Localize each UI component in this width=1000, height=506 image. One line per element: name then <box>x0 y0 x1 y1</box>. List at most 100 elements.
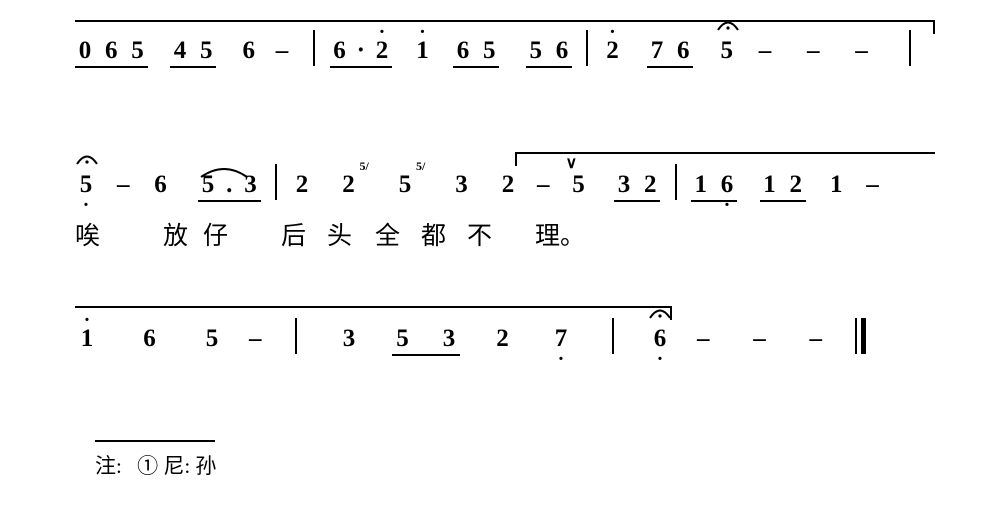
note-group: 5 5/ <box>394 171 416 199</box>
lyric: 后 <box>281 216 306 252</box>
ornament-sup: 5/ <box>360 159 369 174</box>
barline <box>275 164 277 200</box>
note: 2 <box>338 171 360 199</box>
notes-row: 5 – 6 5 . 3 2 2 5/ 5 5/ <box>75 164 945 200</box>
note: 1 <box>826 171 846 199</box>
note: 6 <box>239 37 259 65</box>
note: 3 <box>438 325 460 353</box>
note-group: 5 3 <box>392 325 461 353</box>
note: 1 <box>413 37 433 65</box>
lyric: 放 <box>163 216 188 252</box>
note: 5 <box>526 37 546 65</box>
note: 6 <box>150 171 172 199</box>
note-group: 6 · 2 <box>330 37 393 65</box>
note: 2 <box>291 171 313 199</box>
note: 7 <box>549 325 573 353</box>
note-group: 3 2 <box>614 171 660 199</box>
breath-mark: ∨ <box>566 153 578 173</box>
note: 6 <box>648 325 672 353</box>
note-group: 6 <box>648 325 672 353</box>
lyric: 全 <box>375 216 400 252</box>
note: 6 <box>330 37 350 65</box>
barline <box>612 318 614 354</box>
note: 5 <box>200 325 224 353</box>
footnote-text: ① 尼: 孙 <box>137 454 216 478</box>
note: 5 <box>392 325 414 353</box>
note: 1 <box>75 325 99 353</box>
note: 1 <box>760 171 780 199</box>
note: 5 <box>479 37 499 65</box>
note: 2 <box>786 171 806 199</box>
dash: – <box>230 325 280 353</box>
dash: – <box>678 325 728 353</box>
note: 5 <box>198 171 218 199</box>
ornament-sup: 5/ <box>416 159 425 174</box>
staff-line-1: 0 6 5 4 5 6 – 6 · 2 1 6 5 <box>75 30 945 106</box>
lyric: 都 <box>421 216 446 252</box>
note: 1 <box>691 171 711 199</box>
note-group: 6 5 <box>453 37 499 65</box>
note: 6 <box>673 37 693 65</box>
dash: – <box>744 37 786 65</box>
note: 5 <box>394 171 416 199</box>
lyric: 唉 <box>75 216 100 252</box>
dot: . <box>224 171 234 199</box>
barline <box>295 318 297 354</box>
lyric: 仔 <box>203 216 228 252</box>
note: 7 <box>647 37 667 65</box>
dash: – <box>853 171 893 199</box>
note-group: 2 5/ <box>338 171 360 199</box>
fermata-icon <box>75 153 97 170</box>
dot: · <box>356 37 366 65</box>
note: 2 <box>497 171 519 199</box>
note-group: 4 5 <box>170 37 216 65</box>
dash: – <box>525 171 561 199</box>
note: 2 <box>491 325 515 353</box>
note-group: 1 2 <box>760 171 806 199</box>
note: 5 <box>128 37 148 65</box>
note: 6 <box>453 37 473 65</box>
note: 3 <box>337 325 361 353</box>
note-group: 5 . 3 <box>198 171 261 199</box>
lyric: 不 <box>467 216 492 252</box>
footnote: 注: ① 尼: 孙 <box>95 440 216 480</box>
sheet-page: 0 6 5 4 5 6 – 6 · 2 1 6 5 <box>0 0 1000 394</box>
staff-line-3: 1 6 5 – 3 5 3 2 7 6 <box>75 318 945 394</box>
notes-row: 0 6 5 4 5 6 – 6 · 2 1 6 5 <box>75 30 945 66</box>
note: 2 <box>372 37 392 65</box>
note: 5 <box>568 171 590 199</box>
note: 3 <box>451 171 473 199</box>
note: 6 <box>717 171 737 199</box>
note-group: 0 6 5 <box>75 37 148 65</box>
barline <box>675 164 677 200</box>
dash: – <box>792 37 834 65</box>
barline <box>586 30 588 66</box>
note: 6 <box>138 325 162 353</box>
barline <box>313 30 315 66</box>
notes-row: 1 6 5 – 3 5 3 2 7 6 <box>75 318 945 361</box>
note: 3 <box>614 171 634 199</box>
note-group: 7 6 <box>647 37 693 65</box>
note-group: 5 <box>75 171 97 199</box>
note: 3 <box>241 171 261 199</box>
note: 2 <box>603 37 623 65</box>
note: 2 <box>640 171 660 199</box>
barline <box>909 30 911 66</box>
dash: – <box>735 325 785 353</box>
note: 6 <box>101 37 121 65</box>
dash: – <box>841 37 883 65</box>
note-group: 5 <box>716 37 738 65</box>
note-group: ∨ 5 <box>568 171 590 199</box>
note: 6 <box>552 37 572 65</box>
note: 0 <box>75 37 95 65</box>
staff-line-2: 5 – 6 5 . 3 2 2 5/ 5 5/ <box>75 164 945 274</box>
dash: – <box>265 37 299 65</box>
dash: – <box>103 171 143 199</box>
note: 5 <box>196 37 216 65</box>
note: 5 <box>716 37 738 65</box>
note: 5 <box>75 171 97 199</box>
footnote-rule <box>95 440 215 442</box>
note-group: 1 6 <box>691 171 737 199</box>
final-barline <box>855 318 866 361</box>
note-group: 5 6 <box>526 37 572 65</box>
